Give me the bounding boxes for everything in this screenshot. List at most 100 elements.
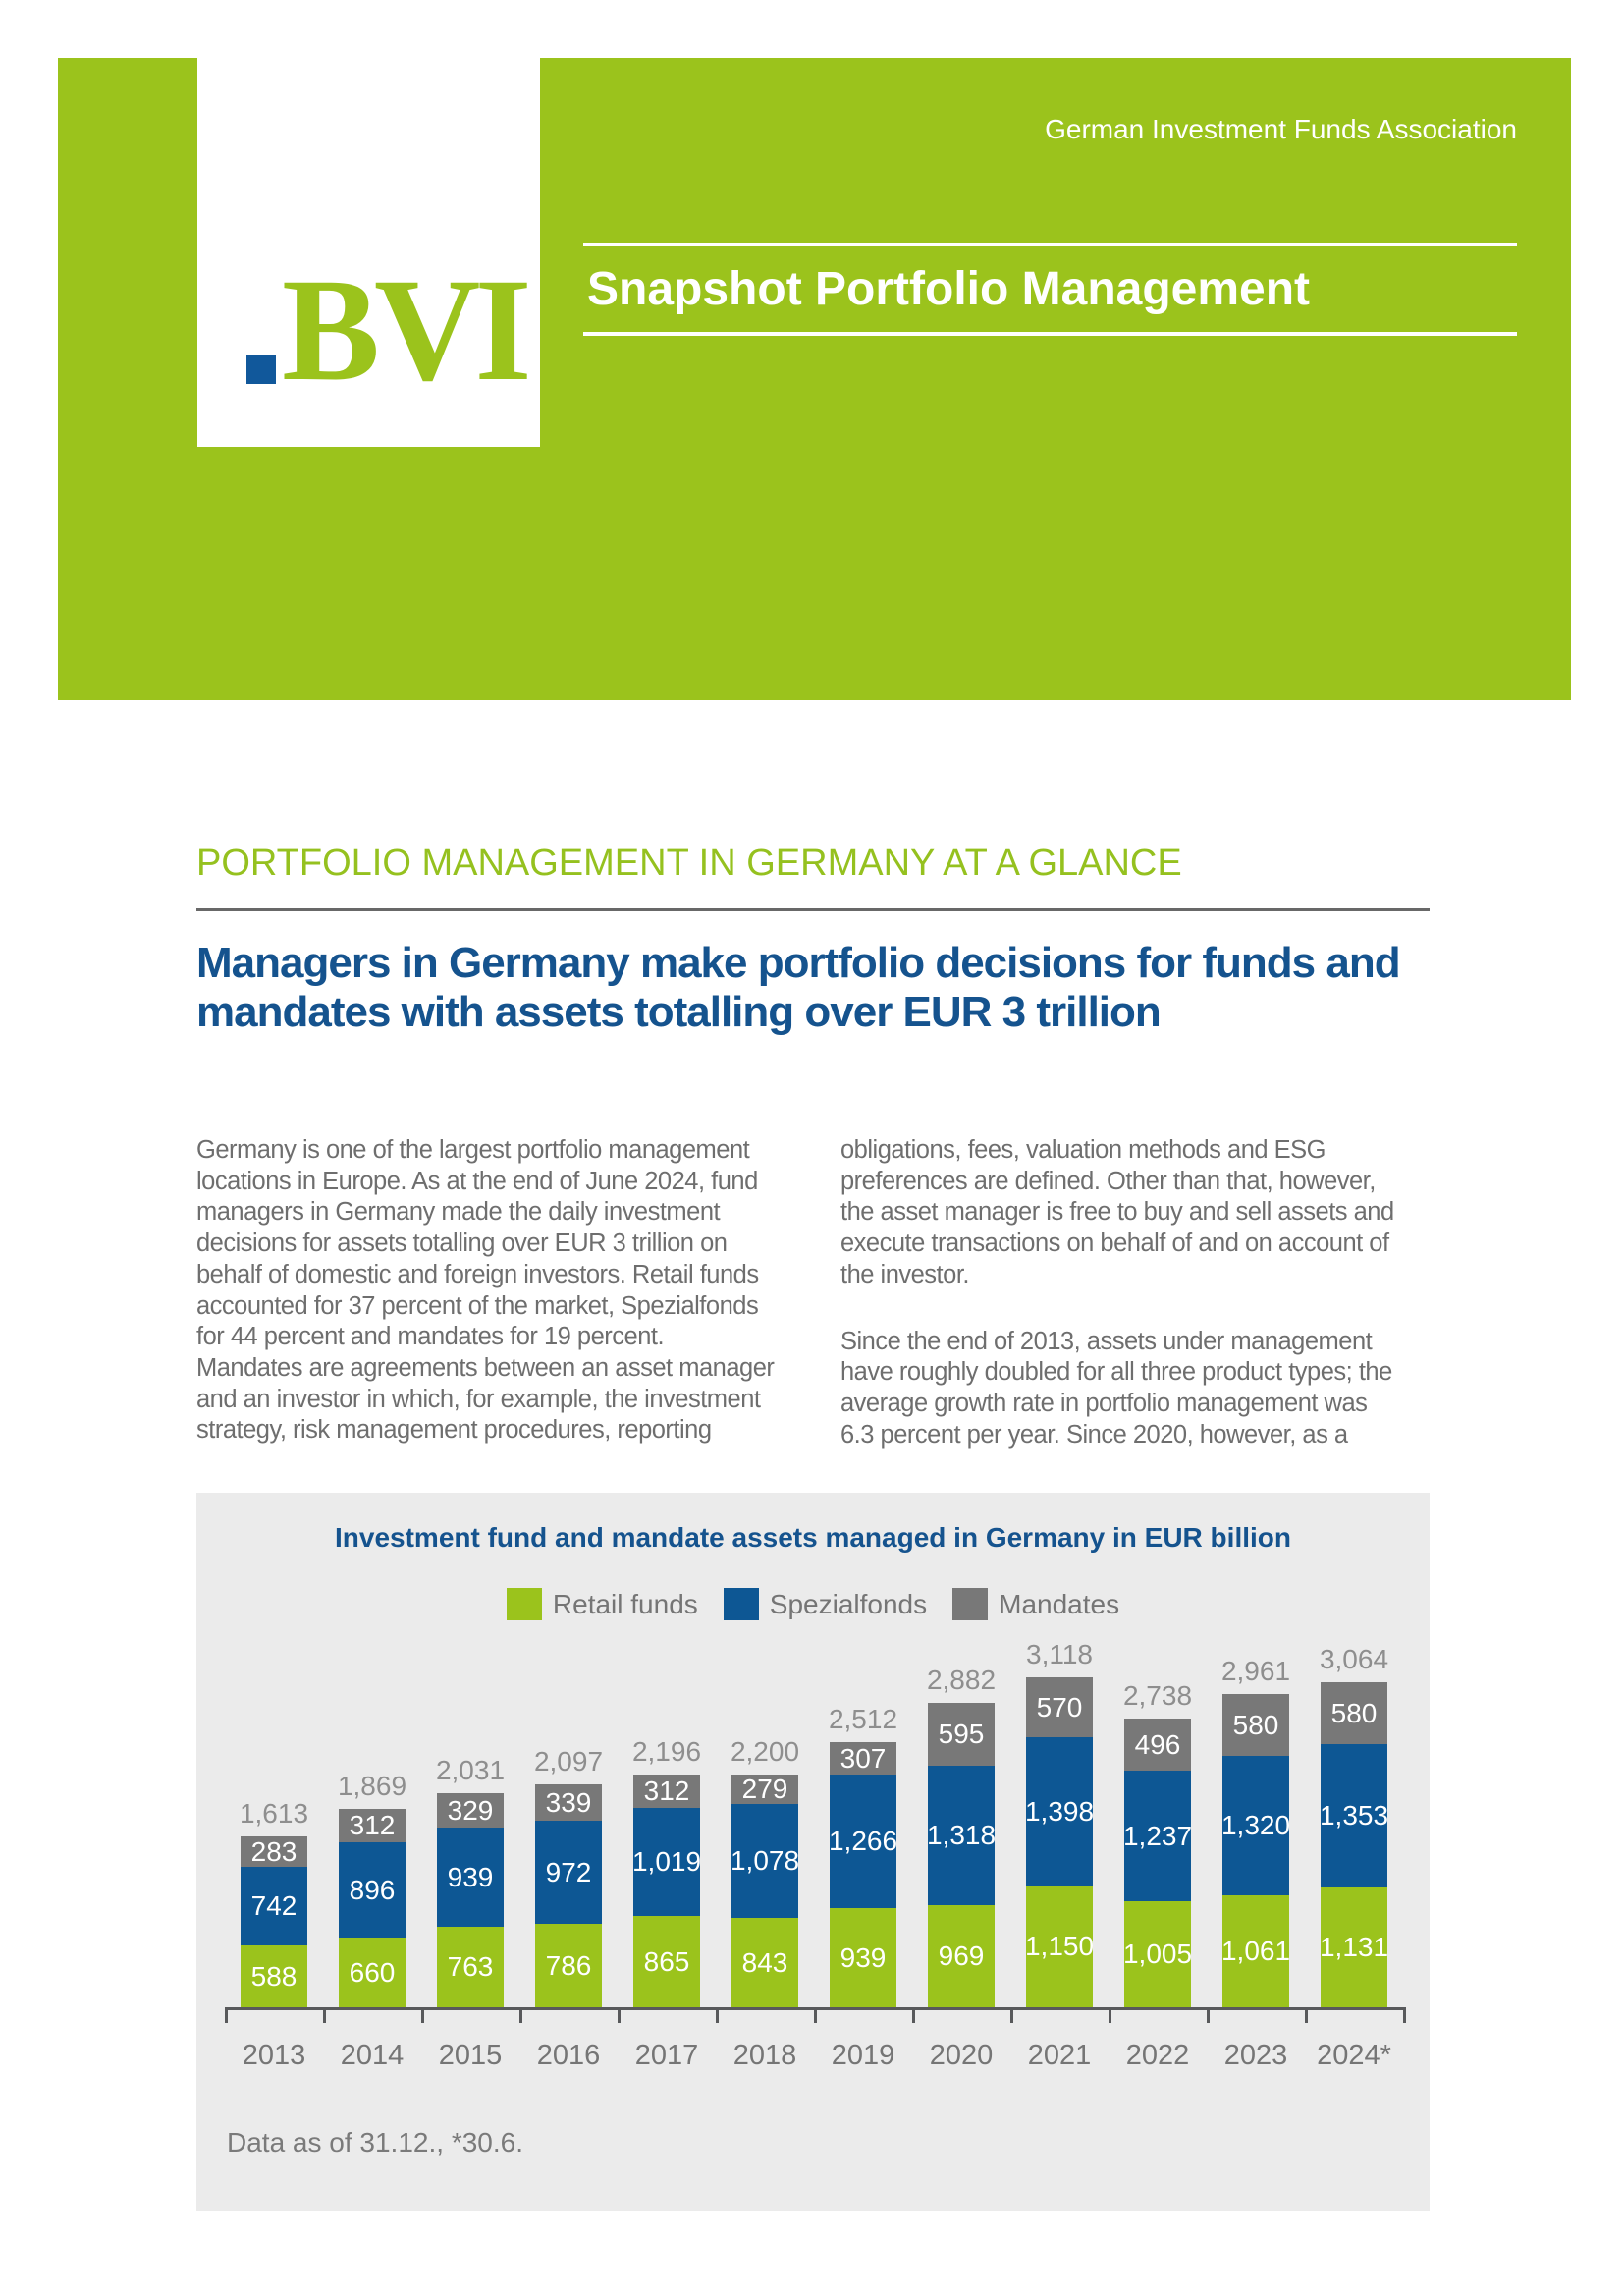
bar-segment-spezialfonds: 939: [437, 1828, 504, 1927]
bar-segment-spezialfonds: 1,318: [926, 1766, 997, 1905]
segment-value-label: 939: [839, 1941, 887, 1973]
segment-value-label: 843: [741, 1946, 788, 1978]
bar-total-label: 2,031: [435, 1755, 506, 1785]
bar-2021: 570 1,398 1,150: [1025, 1677, 1094, 2007]
bar-2018: 279 1,078 843: [731, 1774, 799, 2007]
legend-item-spezialfonds: Spezialfonds: [723, 1588, 928, 1620]
bar-total-label: 2,200: [730, 1736, 800, 1767]
bar-segment-retail-funds: 969: [928, 1905, 995, 2007]
bar-2015: 329 939 763: [437, 1793, 504, 2007]
body-text-line: the investor.: [840, 1260, 970, 1288]
x-axis-category-label: 2023: [1223, 2040, 1288, 2071]
bar-total-label: 3,118: [1026, 1639, 1093, 1669]
bar-2017: 312 1,019 865: [631, 1775, 702, 2007]
x-axis-tick: [716, 2007, 719, 2023]
x-axis-tick: [519, 2007, 522, 2023]
bar-segment-mandates: 312: [633, 1775, 700, 1808]
body-text-line: Mandates are agreements between an asset…: [196, 1353, 775, 1382]
legend-item-retail-funds: Retail funds: [506, 1588, 698, 1620]
bar-segment-mandates: 580: [1321, 1682, 1387, 1744]
x-axis-category-label: 2024*: [1317, 2040, 1391, 2071]
bar-segment-spezialfonds: 972: [535, 1821, 602, 1924]
segment-value-label: 1,005: [1122, 1939, 1193, 1969]
legend-label: Mandates: [999, 1588, 1120, 1619]
bar-segment-spezialfonds: 896: [339, 1842, 406, 1938]
bar-segment-spezialfonds: 1,398: [1025, 1737, 1094, 1886]
chart-title: Investment fund and mandate assets manag…: [335, 1522, 1291, 1553]
x-axis-category-label: 2017: [634, 2040, 699, 2071]
segment-value-label: 1,318: [926, 1820, 997, 1850]
bar-segment-mandates: 283: [241, 1836, 307, 1867]
body-column-right: obligations, fees, valuation methods and…: [840, 1135, 1449, 1450]
bar-total-label: 2,738: [1122, 1680, 1193, 1711]
bar-segment-spezialfonds: 1,353: [1320, 1744, 1388, 1887]
bar-segment-retail-funds: 1,005: [1122, 1901, 1193, 2007]
bar-total-label: 2,196: [631, 1736, 702, 1767]
segment-value-label: 1,266: [828, 1826, 898, 1856]
body-text-line: execute transactions on behalf of and on…: [840, 1230, 1389, 1258]
bvi-logo-text: BVI: [282, 248, 532, 411]
bar-segment-mandates: 307: [830, 1742, 896, 1775]
legend-label: Retail funds: [552, 1588, 698, 1619]
x-axis-category-label: 2022: [1125, 2040, 1190, 2071]
bar-segment-spezialfonds: 1,237: [1123, 1771, 1192, 1901]
segment-value-label: 742: [250, 1890, 298, 1921]
body-text-line: for 44 percent and mandates for 19 perce…: [196, 1323, 665, 1351]
association-label: German Investment Funds Association: [1045, 114, 1517, 144]
banner-title-bar: Snapshot Portfolio Management: [583, 243, 1517, 336]
bar-2022: 496 1,237 1,005: [1122, 1719, 1193, 2007]
body-text-line: obligations, fees, valuation methods and…: [840, 1136, 1326, 1164]
bar-total-label: 2,097: [533, 1746, 604, 1777]
segment-value-label: 580: [1232, 1709, 1279, 1740]
x-axis-tick: [225, 2007, 228, 2023]
segment-value-label: 660: [349, 1956, 396, 1988]
segment-value-label: 279: [741, 1774, 788, 1804]
bar-total-label: 2,961: [1220, 1656, 1291, 1686]
segment-value-label: 1,019: [631, 1846, 702, 1877]
bar-total-label: 3,064: [1319, 1644, 1389, 1674]
x-axis-tick: [323, 2007, 326, 2023]
body-text-line: accounted for 37 percent of the market, …: [196, 1291, 759, 1320]
body-text-line: and an investor in which, for example, t…: [196, 1385, 761, 1413]
body-text-line: Since the end of 2013, assets under mana…: [840, 1327, 1373, 1355]
body-text-line: average growth rate in portfolio managem…: [840, 1389, 1368, 1417]
headline-line: Managers in Germany make portfolio decis…: [196, 939, 1401, 987]
legend-swatch-icon: [506, 1588, 542, 1620]
bar-segment-spezialfonds: 1,266: [828, 1775, 898, 1908]
bar-segment-retail-funds: 660: [339, 1938, 406, 2007]
body-text-line: preferences are defined. Other than that…: [840, 1167, 1376, 1195]
x-axis-category-label: 2014: [340, 2040, 405, 2071]
headline-line: mandates with assets totalling over EUR …: [196, 988, 1162, 1036]
segment-value-label: 307: [839, 1742, 887, 1774]
segment-value-label: 939: [447, 1861, 494, 1892]
chart-plot: 283 742 588 1,613 2013 312 896 660 1,869 2014 329 9…: [196, 1493, 1430, 2211]
body-text-line: have roughly doubled for all three produ…: [840, 1358, 1392, 1387]
legend-swatch-icon: [723, 1588, 759, 1620]
segment-value-label: 312: [349, 1810, 396, 1840]
segment-value-label: 339: [545, 1786, 592, 1818]
banner-title: Snapshot Portfolio Management: [587, 263, 1311, 315]
body-text-line: locations in Europe. As at the end of Ju…: [196, 1167, 758, 1195]
body-paragraph: obligations, fees, valuation methods and…: [840, 1135, 1449, 1291]
bar-segment-mandates: 312: [339, 1809, 406, 1842]
segment-value-label: 312: [643, 1776, 690, 1806]
body-column-left: Germany is one of the largest portfolio …: [196, 1135, 825, 1447]
segment-value-label: 786: [545, 1949, 592, 1981]
x-axis-tick: [1305, 2007, 1308, 2023]
bar-segment-spezialfonds: 1,078: [731, 1804, 799, 1918]
bar-segment-mandates: 570: [1026, 1677, 1093, 1737]
x-axis-category-label: 2019: [831, 2040, 895, 2071]
bar-segment-retail-funds: 588: [241, 1945, 307, 2007]
legend-label: Spezialfonds: [769, 1588, 928, 1619]
body-text-line: decisions for assets totalling over EUR …: [196, 1230, 728, 1258]
segment-value-label: 972: [545, 1856, 592, 1887]
bar-segment-retail-funds: 1,150: [1025, 1886, 1094, 2007]
bar-segment-retail-funds: 763: [437, 1927, 504, 2007]
bar-segment-spezialfonds: 1,019: [631, 1808, 702, 1916]
x-axis-tick: [814, 2007, 817, 2023]
bar-total-label: 1,869: [337, 1771, 407, 1801]
segment-value-label: 865: [643, 1945, 690, 1977]
segment-value-label: 1,131: [1319, 1932, 1389, 1962]
segment-value-label: 896: [349, 1874, 396, 1905]
